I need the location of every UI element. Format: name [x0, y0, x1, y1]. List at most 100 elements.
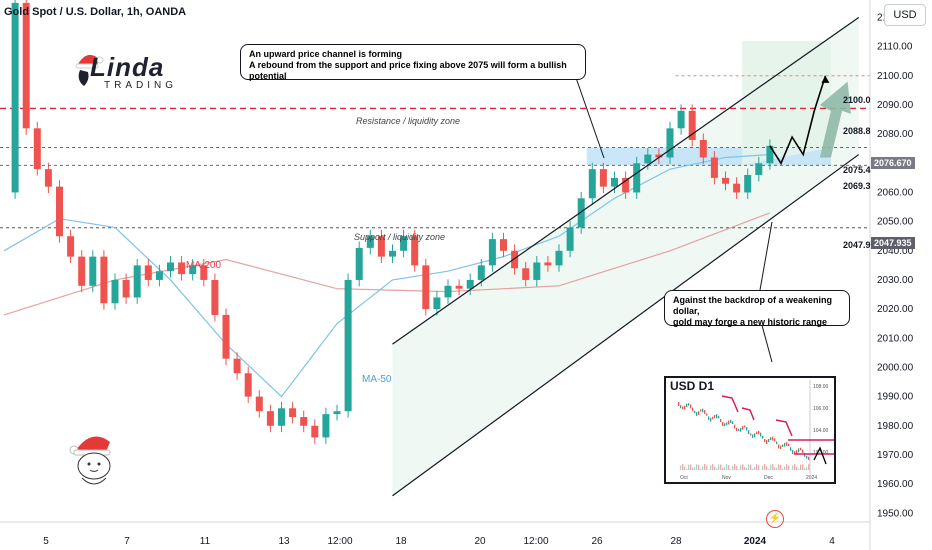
inset-candle — [806, 455, 808, 459]
inset-volume-bar — [682, 464, 684, 470]
inset-projection — [813, 446, 827, 465]
inset-candle — [796, 450, 798, 454]
inset-candle — [700, 409, 702, 412]
inset-volume-bar — [798, 468, 800, 470]
projection-arrowhead — [821, 75, 830, 83]
candle-body — [722, 177, 729, 184]
inset-volume-bar — [684, 466, 686, 470]
inset-candle — [724, 423, 726, 427]
inset-candle — [702, 408, 704, 413]
inset-candle — [738, 428, 740, 432]
x-tick-label: 12:00 — [327, 536, 352, 547]
candle-body — [533, 262, 541, 280]
inset-candle — [726, 422, 728, 426]
candle-body — [488, 239, 496, 266]
candle-body — [255, 396, 263, 412]
inset-volume-bar — [806, 467, 808, 470]
inset-volume-bar — [732, 465, 734, 470]
candle-body — [622, 177, 630, 193]
inset-volume-bar — [716, 468, 718, 470]
candle-body — [44, 169, 52, 187]
candle-body — [333, 411, 341, 415]
top-annotation-line2: A rebound from the support and price fix… — [249, 60, 567, 81]
inset-candle — [752, 434, 754, 438]
currency-button[interactable]: USD — [884, 4, 926, 26]
inset-volume-bar — [786, 464, 788, 470]
inset-candle — [792, 450, 794, 454]
inset-candle — [734, 424, 736, 429]
inset-y-tick: 108.00 — [813, 384, 829, 390]
inset-candle — [742, 426, 744, 430]
usd-inset-plot: 108.00 106.00 104.00 102.00 Oct Nov Dec 2024 — [678, 380, 834, 481]
usd-inset-chart: 108.00 106.00 104.00 102.00 Oct Nov Dec 2024 US… — [664, 376, 836, 484]
candle-body — [677, 110, 685, 129]
top-annotation-pointer — [573, 71, 605, 159]
level-2100-label: 2100.0 — [843, 95, 871, 105]
target-zone-fill — [742, 40, 831, 166]
candle-body — [688, 110, 696, 140]
inset-volume-bar — [692, 467, 694, 470]
inset-x-tick: Dec — [764, 475, 773, 481]
inset-candle — [782, 444, 784, 447]
inset-y-tick: 102.00 — [813, 450, 829, 456]
inset-candle — [794, 451, 796, 454]
level-2088-label: 2088.8 — [843, 126, 871, 136]
inset-volume-bar — [712, 464, 714, 470]
inset-candle — [680, 405, 682, 409]
inset-candle — [788, 443, 790, 446]
inset-volume-bar — [706, 465, 708, 470]
candle-body — [233, 358, 241, 374]
inset-candle — [714, 414, 716, 419]
candle-body — [189, 265, 197, 275]
y-tick-label: 1960.00 — [877, 479, 914, 490]
candle-body — [100, 256, 108, 304]
inset-volume-bar — [752, 468, 754, 470]
x-tick-label: 26 — [591, 536, 603, 547]
inset-candle — [694, 410, 696, 414]
top-annotation-line1: An upward price channel is forming — [249, 49, 403, 59]
candle-body — [455, 285, 463, 289]
inset-y-tick: 106.00 — [813, 406, 829, 412]
candle-body — [289, 408, 297, 418]
inset-candle — [748, 430, 750, 435]
inset-volume-bar — [782, 468, 784, 470]
candle-body — [500, 239, 507, 251]
y-tick-label: 1950.00 — [877, 508, 914, 519]
inset-candle — [716, 414, 718, 419]
y-tick-label: 1970.00 — [877, 450, 914, 461]
inset-candle — [776, 441, 778, 445]
x-tick-label: 7 — [124, 536, 130, 547]
candle-body — [733, 183, 741, 193]
inset-volume-bar — [796, 466, 798, 470]
level-2047-label: 2047.9 — [843, 240, 871, 250]
candle-body — [178, 262, 186, 275]
candle-body — [666, 128, 674, 158]
brand-logo: Linda TRADING — [74, 50, 173, 96]
inset-volume-bar — [736, 466, 738, 470]
candle-body — [144, 265, 152, 280]
candle-body — [389, 250, 396, 257]
resistance-zone-label: Resistance / liquidity zone — [356, 116, 461, 126]
candle-body — [599, 169, 607, 187]
inset-volume-bar — [728, 465, 730, 470]
inset-candle — [790, 447, 792, 451]
y-tick-label: 2020.00 — [877, 304, 914, 315]
candle-body — [311, 425, 319, 438]
inset-volume-bar — [724, 467, 726, 470]
candle-body — [633, 163, 641, 193]
inset-volume-bar — [742, 464, 744, 470]
candle-body — [577, 198, 585, 228]
inset-candle — [690, 404, 692, 409]
bottom-annotation-pointer-a — [759, 221, 773, 291]
candle-body — [522, 268, 530, 280]
inset-candle — [728, 420, 730, 425]
x-tick-label: 5 — [43, 536, 49, 547]
bottom-annotation-line2: gold may forge a new historic range — [673, 317, 828, 327]
y-tick-label: 1990.00 — [877, 392, 914, 403]
inset-candle — [688, 403, 690, 406]
level-2075-label: 2075.4 — [843, 165, 871, 175]
inset-candle — [754, 433, 756, 438]
ma200-label: MA-200 — [186, 260, 222, 271]
lightning-icon[interactable]: ⚡ — [766, 510, 784, 528]
